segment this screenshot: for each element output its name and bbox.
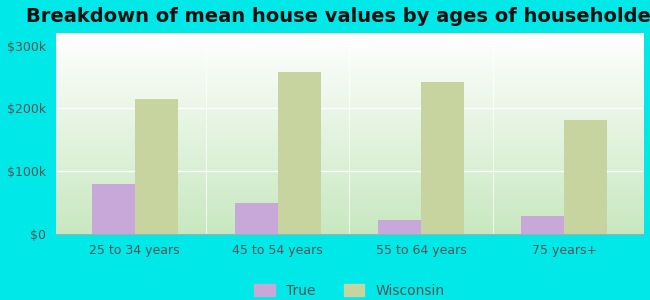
Bar: [135, 99, 177, 234]
Bar: [278, 72, 321, 234]
Bar: [421, 82, 464, 234]
Bar: [564, 120, 607, 234]
Bar: [521, 216, 564, 234]
Bar: [378, 220, 421, 234]
Title: Breakdown of mean house values by ages of householders: Breakdown of mean house values by ages o…: [27, 7, 650, 26]
Legend: True, Wisconsin: True, Wisconsin: [249, 278, 450, 300]
Bar: [235, 202, 278, 234]
Bar: [92, 184, 135, 234]
